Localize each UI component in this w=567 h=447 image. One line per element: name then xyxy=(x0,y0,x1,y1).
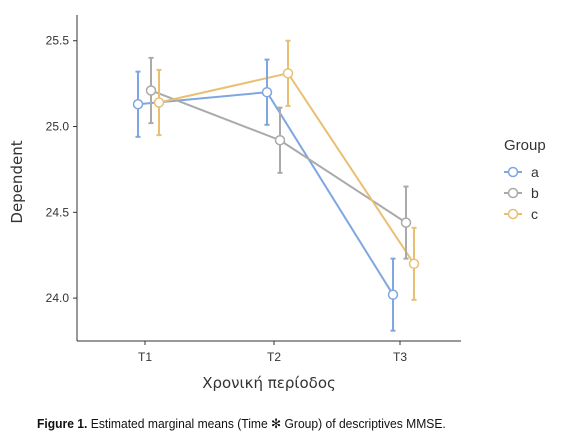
data-point-a xyxy=(261,86,273,98)
y-tick-label: 24.5 xyxy=(46,205,70,219)
legend-label-a: a xyxy=(531,164,539,180)
y-tick-label: 25.5 xyxy=(46,34,70,48)
series-line-a xyxy=(137,91,394,296)
data-point-c xyxy=(282,68,294,79)
caption-text: Estimated marginal means (Time ✻ Group) … xyxy=(87,416,446,431)
legend-label-b: b xyxy=(531,185,539,201)
legend-key-point-c xyxy=(507,208,519,220)
y-tick-label: 24.0 xyxy=(46,291,70,305)
legend-key-point-b xyxy=(507,187,519,199)
data-point-a xyxy=(132,98,144,110)
data-point-b xyxy=(400,217,412,228)
data-point-a xyxy=(387,289,399,300)
x-axis-title: Χρονική περίοδος xyxy=(202,374,336,392)
figure-caption: Figure 1. Estimated marginal means (Time… xyxy=(37,416,446,432)
x-tick-label: T1 xyxy=(138,350,152,364)
legend-title: Group xyxy=(504,137,546,154)
chart: 24.0 24.5 25.0 25.5 T1 T2 T3 Dependent Χρονικ… xyxy=(8,15,546,392)
data-point-b xyxy=(274,135,286,146)
x-tick-label: T2 xyxy=(267,350,281,364)
data-point-c xyxy=(408,258,420,270)
legend-label-c: c xyxy=(531,206,538,222)
series-line-c xyxy=(158,72,415,265)
data-point-b xyxy=(145,85,157,96)
y-axis-title: Dependent xyxy=(8,140,26,223)
x-tick-label: T3 xyxy=(393,350,407,364)
data-point-c xyxy=(153,97,165,108)
caption-label: Figure 1. xyxy=(37,416,88,431)
legend-key-point-a xyxy=(507,166,519,178)
legend: Group abc xyxy=(504,137,546,222)
y-tick-label: 25.0 xyxy=(46,120,70,134)
